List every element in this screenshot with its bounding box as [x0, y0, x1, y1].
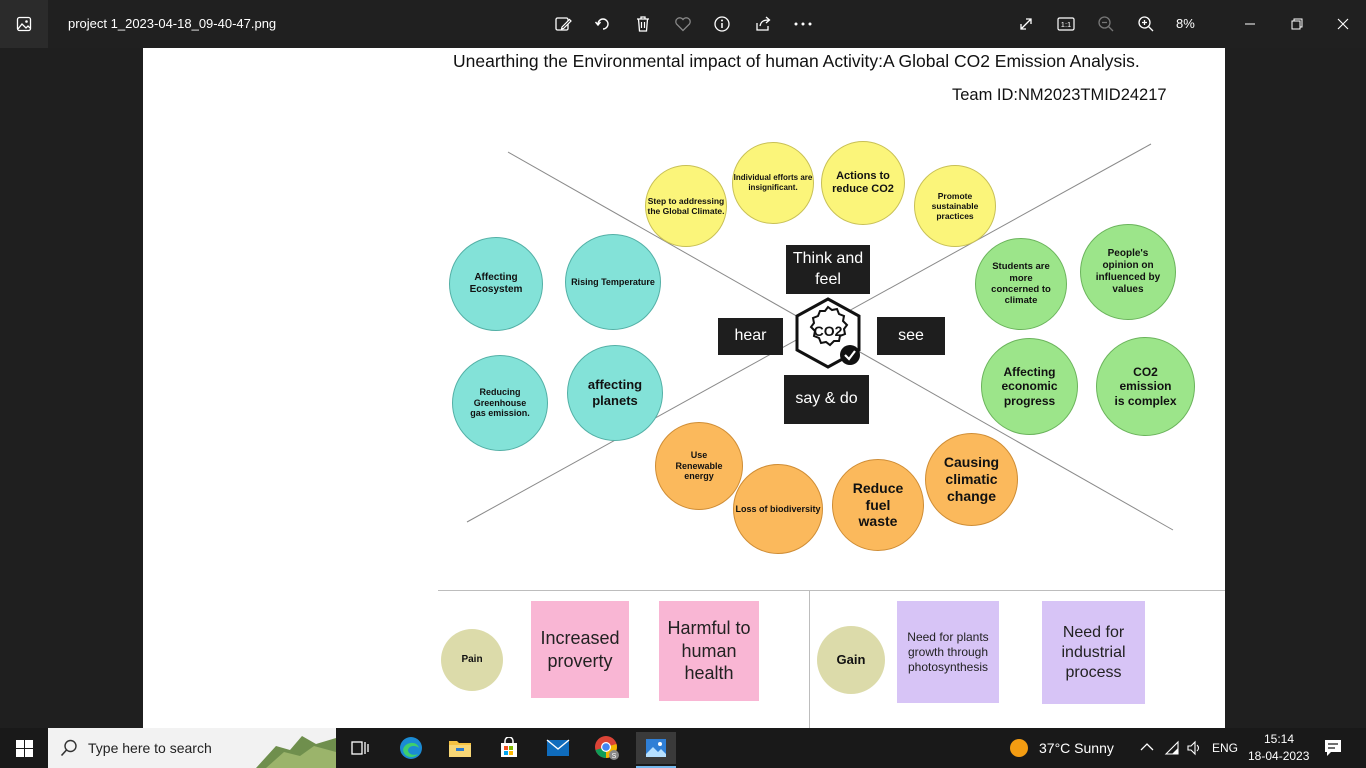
- see-note: People's opinion on influenced by values: [1080, 224, 1176, 320]
- see-note: Affecting economic progress: [981, 338, 1078, 435]
- think-feel-note: Promote sustainable practices: [914, 165, 996, 247]
- pain-label: Pain: [441, 629, 503, 691]
- say-do-note: Reduce fuel waste: [832, 459, 924, 551]
- language-indicator[interactable]: ENG: [1212, 741, 1239, 755]
- rotate-icon[interactable]: [591, 12, 615, 36]
- clock-date[interactable]: 18-04-2023: [1248, 749, 1310, 763]
- hear-note: Rising Temperature: [565, 234, 661, 330]
- weather-text[interactable]: 37°C Sunny: [1039, 740, 1114, 756]
- zoom-level: 8%: [1176, 16, 1195, 31]
- image-canvas: Unearthing the Environmental impact of h…: [143, 48, 1225, 728]
- hear-note: Reducing Greenhouse gas emission.: [452, 355, 548, 451]
- pain-note: Harmful to human health: [659, 601, 759, 701]
- co2-badge-icon: CO2: [793, 297, 863, 369]
- store-icon[interactable]: [489, 732, 529, 764]
- windows-start-icon[interactable]: [0, 728, 48, 768]
- say-do-label: say & do: [784, 375, 869, 424]
- taskbar-search-input[interactable]: Type here to search: [48, 728, 336, 768]
- taskbar: Type here to search S 37°C Sunny ENG 15:…: [0, 728, 1366, 768]
- section-divider: [438, 590, 1225, 591]
- share-icon[interactable]: [751, 12, 775, 36]
- chevron-up-icon[interactable]: [1140, 742, 1154, 752]
- edit-image-icon[interactable]: [551, 12, 575, 36]
- notifications-icon[interactable]: [1324, 739, 1342, 757]
- title-bar: project 1_2023-04-18_09-40-47.png 1:1 8%: [0, 0, 1366, 48]
- say-do-note: Loss of biodiversity: [733, 464, 823, 554]
- pain-note: Increased proverty: [531, 601, 629, 698]
- think-feel-label: Think and feel: [786, 245, 870, 294]
- info-icon[interactable]: [710, 12, 734, 36]
- fullscreen-icon[interactable]: [1014, 12, 1038, 36]
- svg-text:1:1: 1:1: [1061, 20, 1071, 29]
- see-note: CO2 emission is complex: [1096, 337, 1195, 436]
- search-highlight-icon: [256, 736, 336, 768]
- edge-icon[interactable]: [391, 732, 431, 764]
- gain-note: Need for plants growth through photosynt…: [897, 601, 999, 703]
- search-placeholder: Type here to search: [88, 740, 212, 756]
- think-feel-note: Actions to reduce CO2: [821, 141, 905, 225]
- delete-icon[interactable]: [631, 12, 655, 36]
- see-label: see: [877, 317, 945, 355]
- zoom-in-icon[interactable]: [1134, 12, 1158, 36]
- photos-app-icon[interactable]: [0, 0, 48, 48]
- see-note: Students are more concerned to climate: [975, 238, 1067, 330]
- network-icon[interactable]: [1164, 740, 1180, 756]
- file-name: project 1_2023-04-18_09-40-47.png: [68, 16, 277, 31]
- favorite-icon[interactable]: [671, 12, 695, 36]
- svg-text:S: S: [612, 753, 617, 760]
- search-icon: [60, 739, 77, 757]
- active-app-indicator: [636, 766, 676, 768]
- co2-badge-text: CO2: [813, 323, 843, 339]
- close-icon[interactable]: [1331, 12, 1355, 36]
- task-view-icon[interactable]: [340, 732, 380, 764]
- zoom-out-icon[interactable]: [1094, 12, 1118, 36]
- file-explorer-icon[interactable]: [440, 732, 480, 764]
- pain-gain-divider: [809, 591, 810, 728]
- weather-icon: [1010, 739, 1028, 757]
- hear-label: hear: [718, 318, 783, 355]
- mail-icon[interactable]: [538, 732, 578, 764]
- say-do-note: Causing climatic change: [925, 433, 1018, 526]
- more-icon[interactable]: [791, 12, 815, 36]
- hear-note: affecting planets: [567, 345, 663, 441]
- document-title: Unearthing the Environmental impact of h…: [453, 51, 1140, 71]
- volume-icon[interactable]: [1186, 740, 1202, 756]
- gain-note: Need for industrial process: [1042, 601, 1145, 704]
- team-id: Team ID:NM2023TMID24217: [952, 86, 1167, 104]
- think-feel-note: Individual efforts are insignificant.: [732, 142, 814, 224]
- hear-note: Affecting Ecosystem: [449, 237, 543, 331]
- clock-time[interactable]: 15:14: [1264, 732, 1295, 746]
- say-do-note: Use Renewable energy: [655, 422, 743, 510]
- chrome-icon[interactable]: S: [587, 732, 627, 764]
- minimize-icon[interactable]: [1238, 12, 1262, 36]
- photos-taskbar-icon[interactable]: [636, 732, 676, 768]
- gain-label: Gain: [817, 626, 885, 694]
- think-feel-note: Step to addressing the Global Climate.: [645, 165, 727, 247]
- restore-icon[interactable]: [1285, 12, 1309, 36]
- actual-size-icon[interactable]: 1:1: [1054, 12, 1078, 36]
